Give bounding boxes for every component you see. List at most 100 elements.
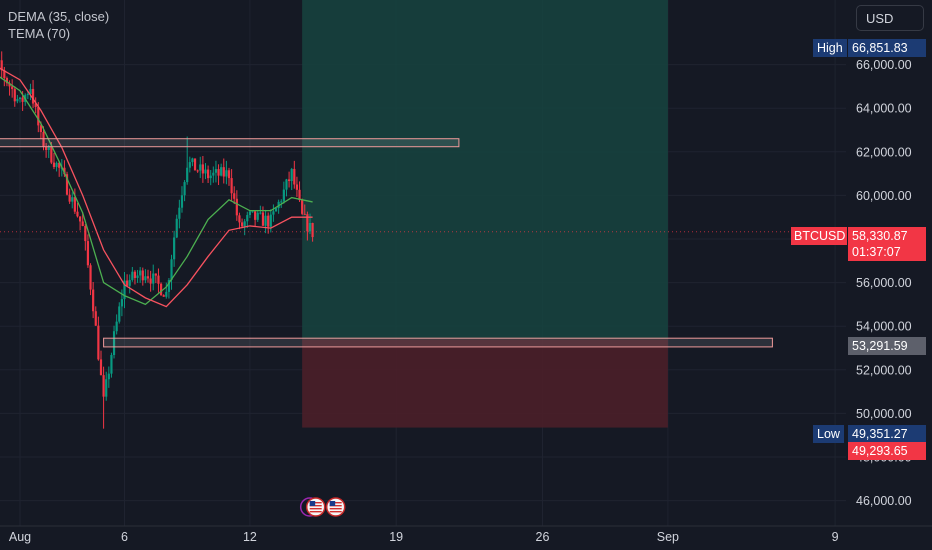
candle-body[interactable] — [65, 174, 69, 195]
candle-body[interactable] — [277, 201, 280, 209]
candle-body[interactable] — [136, 275, 139, 278]
candle-body[interactable] — [214, 169, 218, 173]
candle-body[interactable] — [45, 146, 48, 151]
candle-body[interactable] — [167, 280, 171, 292]
candle-body[interactable] — [259, 212, 262, 214]
candle-body[interactable] — [267, 215, 270, 227]
candle-body[interactable] — [280, 201, 283, 203]
candle-body[interactable] — [159, 283, 163, 296]
candle-body[interactable] — [272, 211, 275, 215]
candle-body[interactable] — [99, 359, 103, 376]
candle-body[interactable] — [144, 276, 147, 281]
candle-body[interactable] — [298, 189, 301, 201]
candle-body[interactable] — [222, 167, 225, 177]
candle-body[interactable] — [55, 162, 58, 167]
candle-body[interactable] — [233, 193, 236, 199]
candle-body[interactable] — [3, 70, 6, 78]
currency-button[interactable]: USD — [856, 5, 924, 31]
candle-body[interactable] — [251, 211, 254, 213]
candle-body[interactable] — [209, 175, 212, 179]
candle-body[interactable] — [308, 223, 312, 232]
candle-body[interactable] — [287, 179, 291, 182]
candle-body[interactable] — [84, 226, 87, 242]
candle-body[interactable] — [212, 172, 215, 176]
candle-body[interactable] — [193, 158, 197, 171]
candle-body[interactable] — [254, 211, 257, 220]
candle-body[interactable] — [227, 170, 231, 179]
candle-body[interactable] — [186, 167, 189, 183]
candle-body[interactable] — [11, 86, 14, 90]
candle-body[interactable] — [29, 88, 32, 95]
candle-body[interactable] — [246, 215, 249, 222]
candle-body[interactable] — [128, 279, 131, 286]
candle-body[interactable] — [196, 170, 199, 172]
time-axis[interactable]: Aug 6 12 19 26 Sep 9 — [0, 525, 932, 544]
candle-body[interactable] — [225, 170, 228, 177]
candle-body[interactable] — [180, 195, 184, 208]
candle-body[interactable] — [248, 211, 251, 216]
candle-body[interactable] — [5, 77, 9, 84]
candle-body[interactable] — [102, 375, 105, 397]
candle-body[interactable] — [261, 212, 265, 226]
candle-body[interactable] — [165, 291, 168, 297]
candle-body[interactable] — [16, 99, 19, 102]
candle-body[interactable] — [152, 273, 155, 284]
candle-body[interactable] — [63, 167, 66, 175]
candle-body[interactable] — [293, 168, 296, 185]
candle-body[interactable] — [303, 213, 306, 215]
event-badges[interactable] — [299, 497, 346, 517]
flag-us-icon[interactable] — [325, 497, 346, 517]
candle-body[interactable] — [13, 89, 16, 102]
candle-body[interactable] — [230, 178, 233, 194]
candle-body[interactable] — [178, 207, 181, 219]
candle-body[interactable] — [52, 162, 56, 167]
candle-body[interactable] — [311, 223, 314, 238]
candle-body[interactable] — [175, 218, 178, 238]
candle-body[interactable] — [133, 271, 137, 278]
candle-body[interactable] — [89, 265, 92, 290]
candle-body[interactable] — [282, 189, 285, 202]
candle-body[interactable] — [170, 259, 173, 281]
candle-body[interactable] — [39, 125, 42, 133]
candle-body[interactable] — [207, 169, 210, 179]
candle-body[interactable] — [301, 200, 304, 214]
support-zone-rect[interactable] — [103, 337, 773, 348]
resistance-zone-rect[interactable] — [0, 138, 460, 148]
candle-body[interactable] — [94, 311, 97, 326]
candle-body[interactable] — [0, 60, 3, 71]
candle-body[interactable] — [256, 212, 259, 220]
flag-us-icon[interactable] — [305, 497, 326, 517]
candle-body[interactable] — [173, 237, 176, 260]
candle-body[interactable] — [86, 241, 90, 266]
candle-body[interactable] — [220, 167, 223, 176]
candle-body[interactable] — [78, 216, 82, 222]
candle-body[interactable] — [120, 299, 123, 307]
candle-body[interactable] — [188, 162, 191, 168]
candle-body[interactable] — [37, 107, 40, 126]
legend-tema[interactable]: TEMA (70) — [8, 26, 71, 41]
candle-body[interactable] — [71, 197, 74, 202]
candle-body[interactable] — [42, 132, 45, 147]
candle-body[interactable] — [68, 194, 71, 202]
candle-body[interactable] — [285, 179, 288, 190]
candle-body[interactable] — [146, 276, 150, 279]
candle-body[interactable] — [131, 271, 134, 280]
candle-body[interactable] — [274, 208, 278, 212]
candle-body[interactable] — [183, 182, 186, 196]
candle-body[interactable] — [76, 211, 79, 217]
candle-body[interactable] — [204, 169, 207, 174]
candle-body[interactable] — [295, 184, 299, 190]
candle-body[interactable] — [240, 222, 244, 227]
candle-body[interactable] — [107, 373, 110, 380]
candle-body[interactable] — [139, 270, 142, 276]
candle-body[interactable] — [8, 83, 11, 87]
candle-body[interactable] — [73, 197, 76, 212]
candle-body[interactable] — [115, 321, 118, 332]
candle-body[interactable] — [105, 379, 108, 397]
candle-body[interactable] — [47, 146, 50, 151]
candle-body[interactable] — [141, 270, 144, 281]
candle-body[interactable] — [149, 278, 152, 284]
candle-body[interactable] — [118, 306, 121, 322]
drawing-overlays[interactable] — [0, 138, 846, 348]
